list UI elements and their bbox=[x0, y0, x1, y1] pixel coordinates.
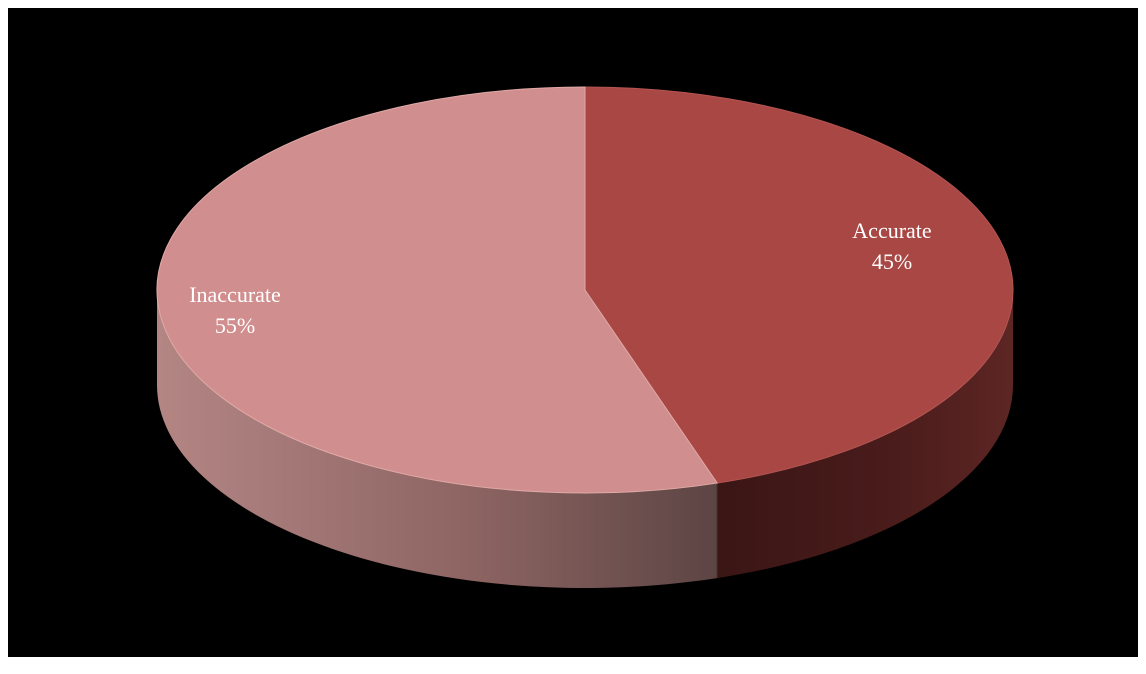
accurate-slice bbox=[584, 86, 1014, 484]
inaccurate-percent: 55% bbox=[215, 313, 255, 338]
inaccurate-slice bbox=[156, 86, 719, 494]
inaccurate-slice-side bbox=[157, 290, 718, 588]
pie-chart: Accurate 45% Inaccurate 55% bbox=[156, 86, 1014, 588]
accurate-label: Accurate bbox=[852, 218, 931, 243]
chart-frame: Accurate 45% Inaccurate 55% bbox=[8, 8, 1138, 657]
accurate-slice-side bbox=[717, 290, 1013, 579]
inaccurate-label: Inaccurate bbox=[189, 282, 281, 307]
accurate-percent: 45% bbox=[872, 249, 912, 274]
